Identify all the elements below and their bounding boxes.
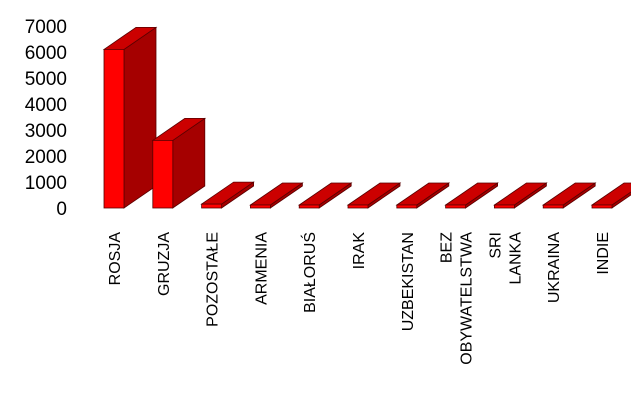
bar-front bbox=[493, 204, 515, 209]
x-category-label: POZOSTAŁE bbox=[205, 232, 222, 327]
y-tick-label: 6000 bbox=[25, 43, 67, 64]
bar bbox=[444, 182, 499, 209]
x-category-label: UKRAINA bbox=[546, 232, 563, 303]
x-category-label: ARMENIA bbox=[253, 232, 270, 305]
bar-front bbox=[591, 204, 613, 209]
bar-front bbox=[347, 204, 369, 209]
x-category-label: GRUZJA bbox=[156, 232, 173, 296]
y-tick-label: 1000 bbox=[25, 173, 67, 194]
bar-front bbox=[445, 204, 467, 209]
y-axis: 0 1000 2000 3000 4000 5000 6000 7000 bbox=[25, 17, 67, 220]
bar-top bbox=[590, 182, 631, 206]
bar bbox=[297, 182, 353, 209]
x-category-label: BIAŁORUŚ bbox=[300, 232, 319, 313]
bar bbox=[102, 26, 158, 209]
bar bbox=[590, 182, 631, 209]
bar bbox=[249, 182, 304, 209]
bar-front bbox=[396, 204, 418, 209]
x-category-label: INDIE bbox=[595, 232, 612, 275]
bar-front bbox=[152, 139, 174, 209]
bar-front bbox=[103, 49, 125, 209]
y-tick-label: 3000 bbox=[25, 121, 67, 142]
bar bbox=[541, 182, 597, 209]
bar-front bbox=[542, 204, 564, 209]
bar bbox=[395, 182, 451, 209]
x-category-label: ROSJA bbox=[107, 232, 124, 286]
bar bbox=[200, 181, 255, 209]
x-category-label: SRI LANKA bbox=[487, 232, 524, 285]
bar-front bbox=[298, 204, 320, 209]
y-tick-label: 4000 bbox=[25, 95, 67, 116]
y-tick-label: 7000 bbox=[25, 17, 67, 38]
bar bbox=[493, 182, 548, 209]
bar-front bbox=[201, 203, 223, 209]
y-tick-label: 0 bbox=[56, 199, 67, 220]
bar-side bbox=[123, 26, 157, 209]
x-category-label: IRAK bbox=[351, 232, 368, 270]
bar bbox=[151, 117, 207, 209]
y-tick-label: 5000 bbox=[25, 69, 67, 90]
x-axis-labels: ROSJA GRUZJA POZOSTAŁE ARMENIA BIAŁORUŚ IRAK U… bbox=[107, 232, 612, 365]
bars bbox=[102, 26, 631, 209]
y-tick-label: 2000 bbox=[25, 147, 67, 168]
bar bbox=[346, 182, 402, 209]
x-category-label: UZBEKISTAN bbox=[400, 232, 417, 331]
bar-front bbox=[249, 204, 271, 209]
x-category-label: BEZ OBYWATELSTWA bbox=[439, 232, 476, 365]
